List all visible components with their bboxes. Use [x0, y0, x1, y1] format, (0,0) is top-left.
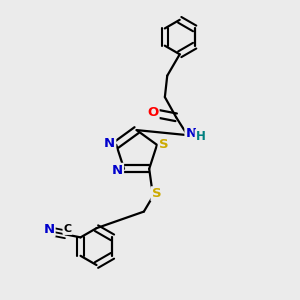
Text: C: C	[63, 224, 71, 234]
Text: S: S	[159, 138, 168, 152]
Text: O: O	[147, 106, 159, 119]
Text: N: N	[44, 223, 55, 236]
Text: H: H	[196, 130, 206, 143]
Text: N: N	[185, 128, 197, 140]
Text: N: N	[112, 164, 123, 177]
Text: N: N	[104, 137, 115, 150]
Text: S: S	[152, 187, 161, 200]
